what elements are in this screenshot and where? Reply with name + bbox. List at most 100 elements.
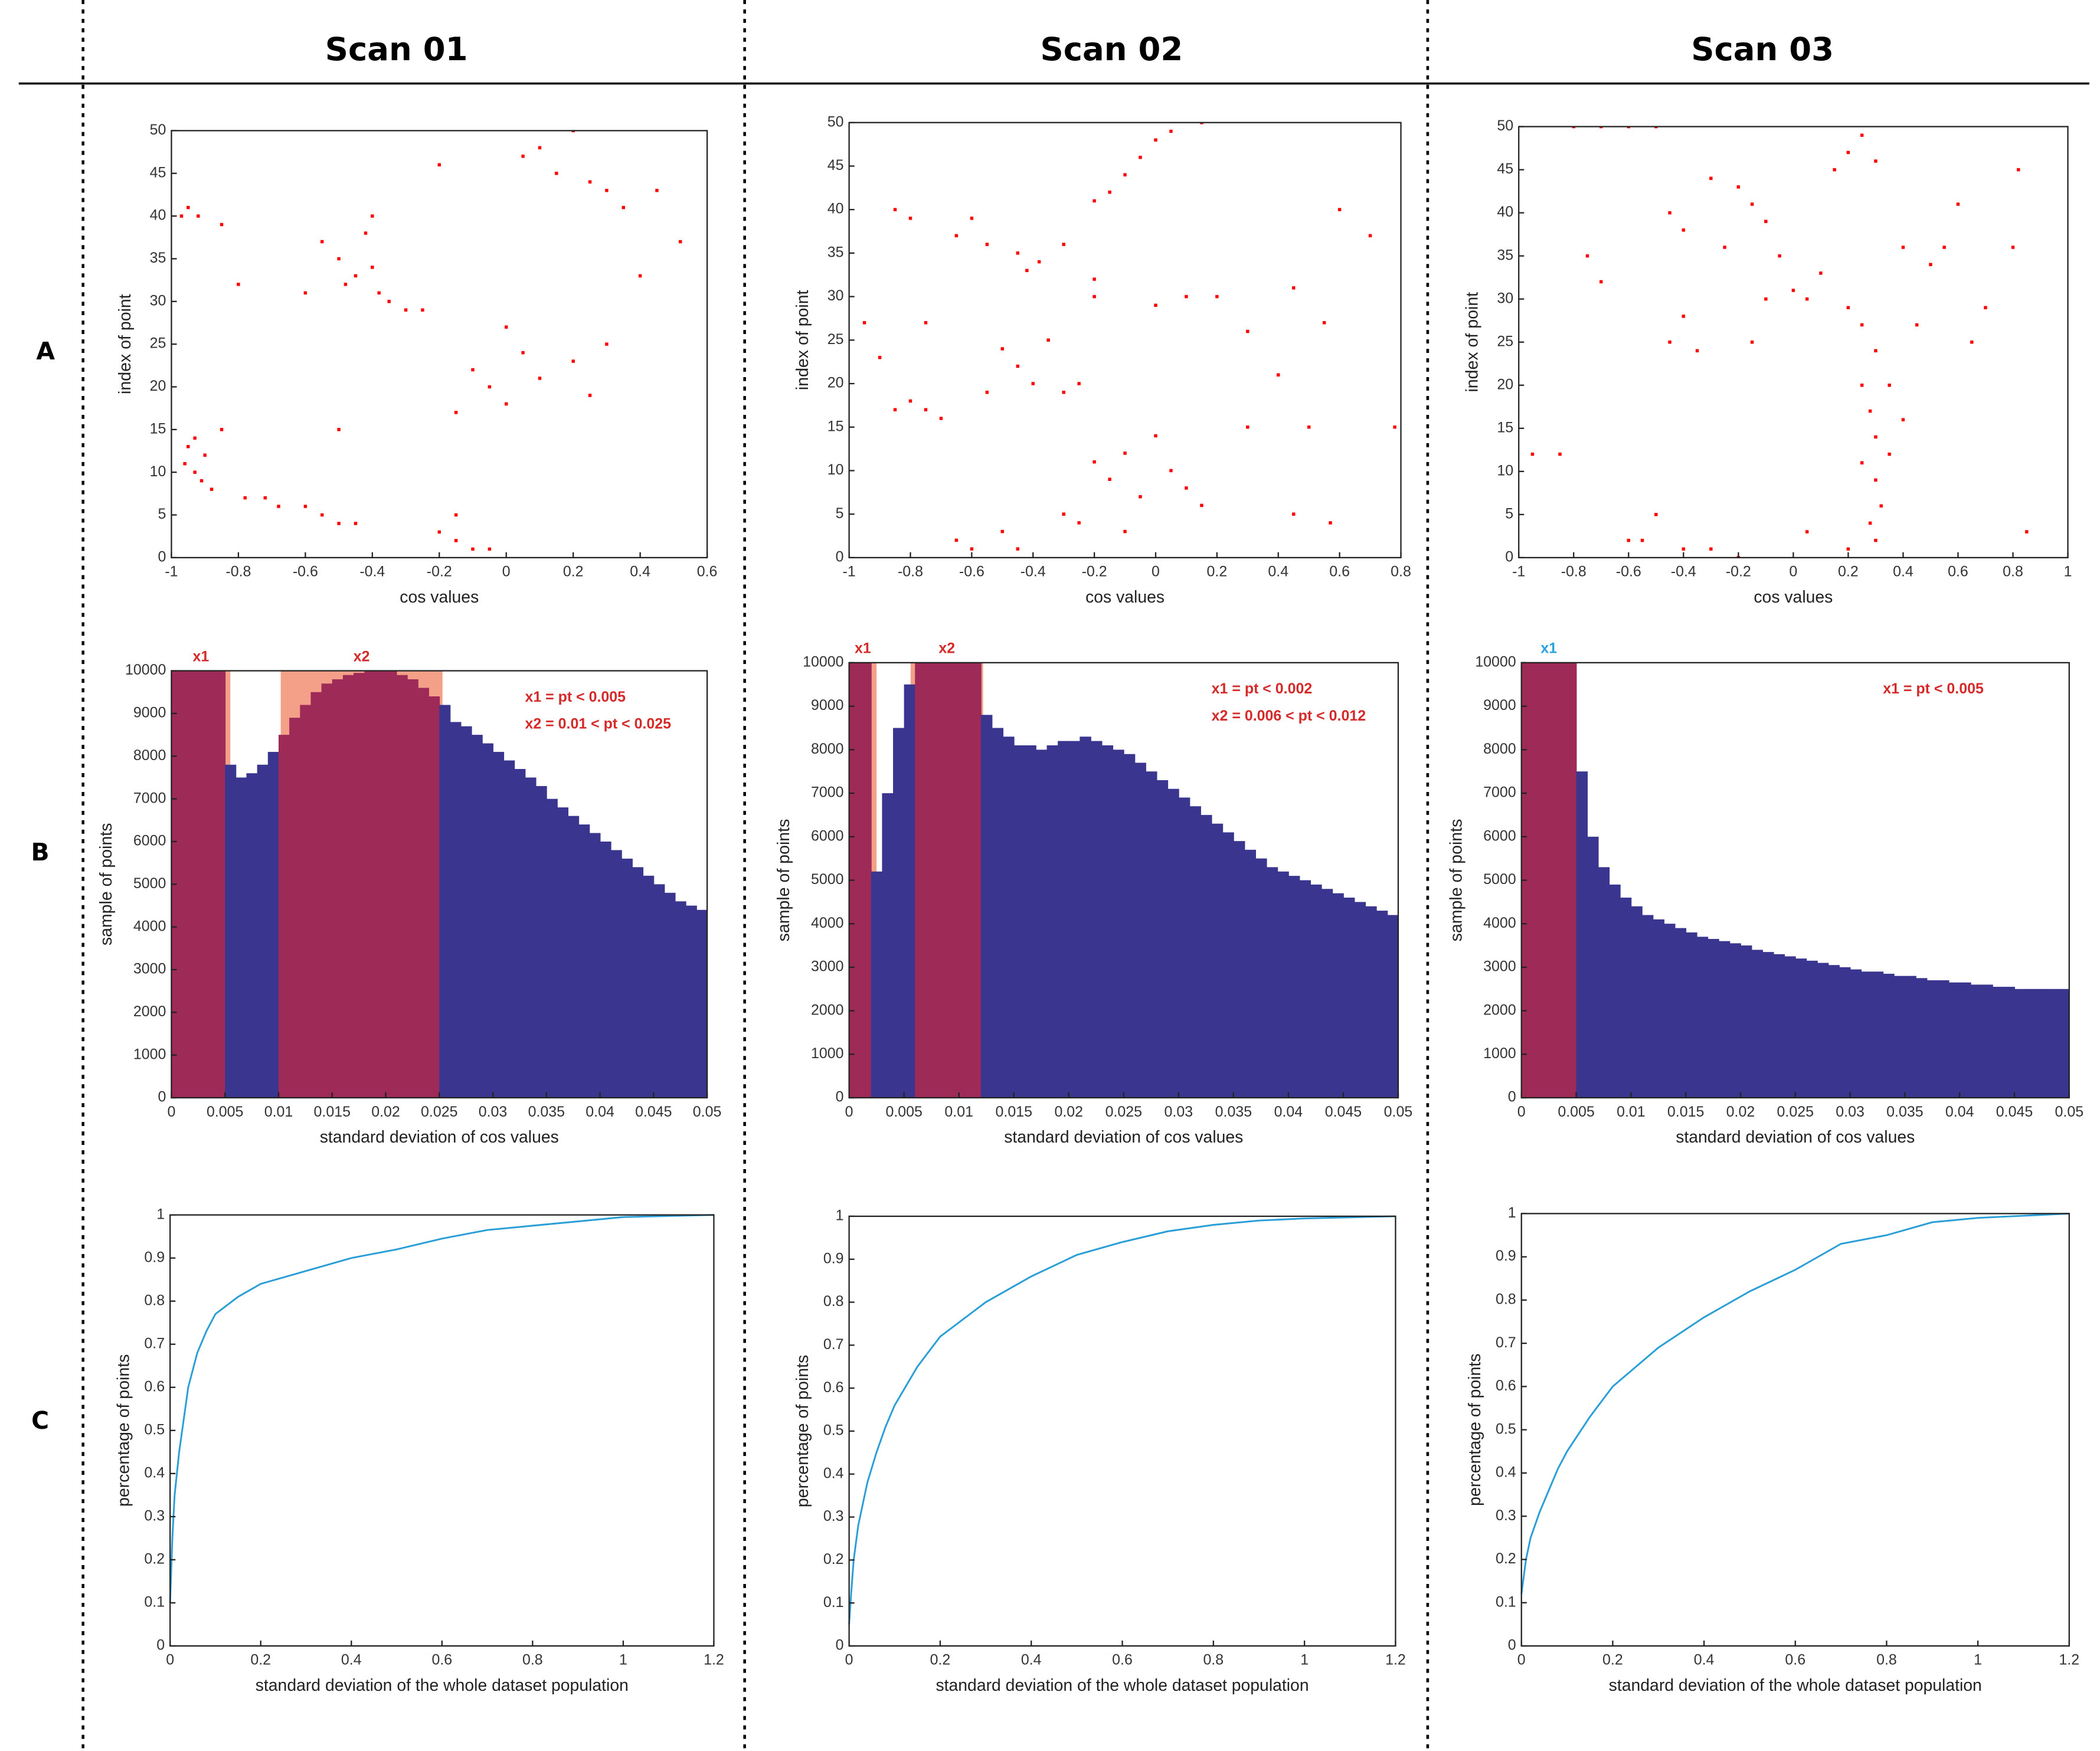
x-tick-label: 0.8 — [2003, 564, 2023, 580]
histogram-bar — [1025, 745, 1036, 1098]
scatter-point — [488, 385, 492, 389]
histogram-bar — [1521, 662, 1533, 1098]
y-tick-label: 1 — [836, 1207, 844, 1223]
scatter-point — [1200, 122, 1203, 125]
histogram-bar — [1981, 984, 1993, 1098]
scatter-point — [1833, 168, 1836, 172]
y-axis-label: percentage of points — [115, 1354, 133, 1507]
column-header: Scan 02 — [1041, 30, 1183, 68]
histogram-bar — [992, 728, 1004, 1098]
scatter-point — [2017, 168, 2020, 172]
scatter-point — [187, 445, 190, 449]
histogram-bar — [375, 670, 387, 1098]
x-axis-label: cos values — [400, 588, 479, 607]
plot-area — [849, 662, 1398, 1098]
highlight-label: x2 — [938, 640, 955, 657]
x-tick-label: 0 — [845, 1104, 853, 1120]
y-tick-label: 40 — [1497, 204, 1513, 220]
x-tick-label: 0.2 — [930, 1652, 951, 1668]
y-tick-label: 10000 — [125, 662, 166, 678]
plot-frame — [848, 1215, 1396, 1647]
histogram-bar — [1310, 884, 1322, 1098]
scatter-point — [1627, 126, 1630, 129]
histogram-bar — [354, 673, 365, 1098]
x-tick-label: -1 — [1512, 564, 1525, 580]
histogram-bar — [428, 696, 440, 1098]
x-tick-label: 0.2 — [1838, 564, 1859, 580]
scatter-point — [210, 487, 214, 491]
y-tick-label: 7000 — [1483, 784, 1516, 801]
histogram-bar — [1058, 741, 1069, 1098]
histogram-bar — [1883, 973, 1895, 1098]
y-tick-label: 15 — [1497, 419, 1513, 436]
histogram-bar — [310, 692, 322, 1098]
scatter-point — [1860, 461, 1864, 464]
scatter-point — [1077, 382, 1081, 385]
x-axis-label: standard deviation of cos values — [320, 1128, 559, 1147]
histogram-bar — [1893, 976, 1906, 1098]
y-tick-label: 40 — [150, 207, 166, 224]
scatter-point — [1709, 176, 1713, 180]
histogram-bar — [871, 871, 883, 1098]
scatter-point — [1123, 451, 1127, 455]
scatter-point — [1695, 349, 1699, 353]
scatter-point — [1123, 173, 1127, 176]
x-tick-label: -0.6 — [959, 564, 984, 580]
histogram-bar — [1167, 788, 1179, 1098]
histogram-bar — [915, 662, 927, 1098]
scatter-point — [538, 377, 542, 380]
y-tick-label: 25 — [827, 331, 844, 348]
histogram-bar — [632, 867, 644, 1098]
y-tick-label: 0.9 — [1496, 1248, 1516, 1264]
y-tick-label: 0.4 — [1496, 1464, 1516, 1480]
histogram-bar — [1321, 889, 1333, 1098]
y-tick-label: 35 — [827, 244, 844, 260]
y-tick-label: 0 — [1505, 548, 1513, 565]
y-tick-label: 0.9 — [823, 1250, 844, 1266]
histogram-bar — [278, 735, 290, 1098]
histogram-bar — [171, 670, 183, 1098]
scatter-point — [985, 243, 989, 246]
scatter-point — [1860, 384, 1864, 387]
x-tick-label: 0.8 — [1203, 1652, 1224, 1668]
y-tick-label: 1000 — [1483, 1045, 1516, 1062]
x-tick-label: -0.4 — [359, 564, 385, 580]
y-tick-label: 5 — [158, 506, 166, 522]
histogram-bar — [471, 735, 483, 1098]
scatter-point — [193, 436, 197, 440]
highlight-label: x1 — [855, 640, 871, 657]
plot-area — [1521, 662, 2069, 1098]
histogram-bar — [2058, 989, 2069, 1098]
scatter-point — [985, 391, 989, 394]
scatter-point — [1942, 246, 1946, 249]
scatter-point — [179, 214, 184, 218]
highlight-label: x1 — [192, 648, 209, 665]
histogram-bar — [893, 728, 905, 1098]
chart: -1 -0.8 -0.6 -0.4 -0.2 0 0.2 0.4 0.6 0 5 10 15 20 25 30… — [116, 122, 718, 607]
scatter-point — [1246, 425, 1249, 429]
histogram-bar — [860, 662, 872, 1098]
histogram-bar — [1134, 762, 1146, 1098]
scatter-point — [1901, 246, 1905, 249]
cdf-line — [1520, 1212, 2069, 1595]
histogram-bar — [546, 798, 558, 1098]
y-tick-label: 1000 — [133, 1046, 166, 1062]
scatter-point — [521, 351, 525, 355]
cdf-line — [848, 1215, 1396, 1625]
x-tick-label: -0.2 — [427, 564, 452, 580]
y-tick-label: 0.8 — [823, 1293, 844, 1310]
x-tick-label: 0.01 — [944, 1104, 973, 1120]
scatter-point — [1154, 434, 1157, 438]
histogram-bar — [621, 858, 633, 1098]
y-tick-label: 0.7 — [1496, 1334, 1516, 1351]
histogram-bar — [1806, 960, 1818, 1098]
scatter-point — [203, 453, 207, 457]
x-tick-label: -0.2 — [1726, 564, 1751, 580]
scatter-point — [893, 208, 897, 211]
scatter-point — [638, 274, 642, 278]
histogram-bar — [1817, 963, 1829, 1098]
chart: 0 0.2 0.4 0.6 0.8 1 1.2 0 0.1 0.2 0.3 0.4 0.5 0.6 0.7 0… — [1466, 1205, 2079, 1695]
scatter-point — [237, 283, 240, 286]
y-axis-label: percentage of points — [793, 1355, 812, 1507]
scatter-point — [488, 547, 492, 551]
